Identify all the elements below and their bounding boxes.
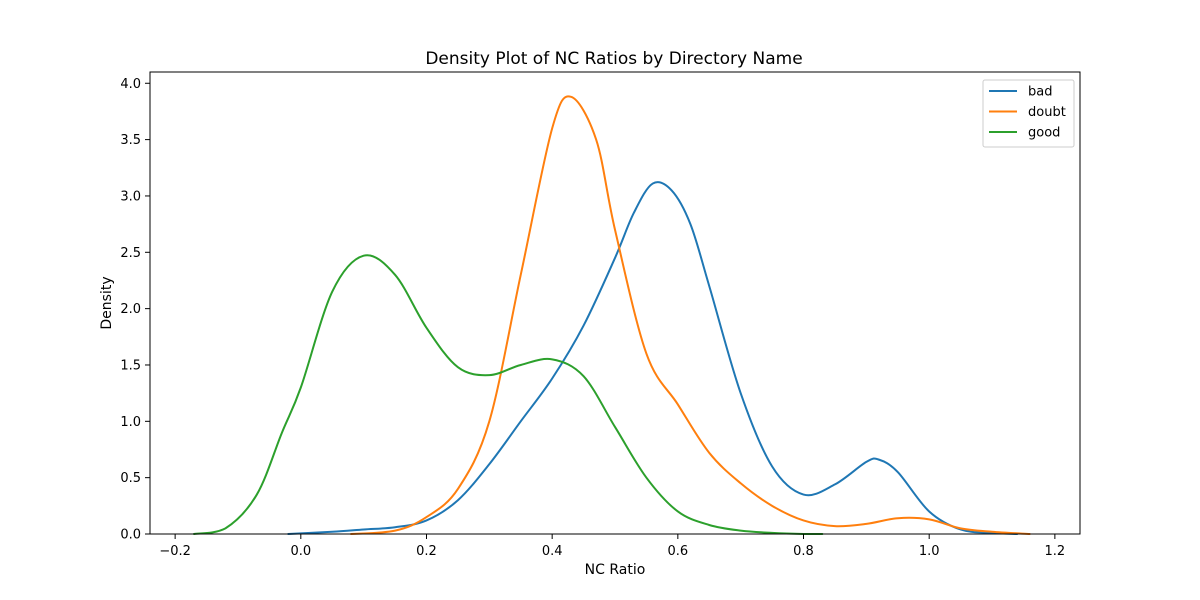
y-tick-label: 4.0: [120, 77, 141, 92]
x-tick-label: 0.2: [416, 544, 437, 559]
y-tick-label: 0.0: [120, 528, 141, 543]
x-tick-label: 0.8: [793, 544, 814, 559]
legend-label-good: good: [1028, 126, 1060, 141]
y-tick-label: 3.0: [120, 189, 141, 204]
x-tick-label: 1.2: [1045, 544, 1066, 559]
x-tick-label: 0.4: [542, 544, 563, 559]
plot-lines: [192, 95, 1031, 536]
y-tick-label: 3.5: [120, 133, 141, 148]
legend-label-bad: bad: [1028, 85, 1052, 100]
chart-title: Density Plot of NC Ratios by Directory N…: [425, 49, 802, 69]
x-axis-title: NC Ratio: [585, 562, 646, 578]
legend-box: [982, 79, 1075, 148]
plot-frame: [149, 71, 1081, 535]
y-tick-label: 0.5: [120, 471, 141, 486]
y-tick-label: 1.5: [120, 358, 141, 373]
x-axis: −0.2 0.0 0.2 0.4 0.6 0.8 1.0 1.2: [159, 534, 1065, 559]
series-line-good: [192, 254, 824, 536]
y-tick-label: 1.0: [120, 415, 141, 430]
y-tick-label: 2.5: [120, 246, 141, 261]
x-tick-label: 1.0: [919, 544, 940, 559]
legend-items: bad doubt good: [989, 85, 1066, 141]
y-tick-label: 2.0: [120, 302, 141, 317]
legend-label-doubt: doubt: [1028, 105, 1066, 120]
x-tick-label: −0.2: [159, 544, 191, 559]
legend: bad doubt good: [982, 79, 1075, 148]
x-tick-label: 0.6: [667, 544, 688, 559]
x-tick-label: 0.0: [290, 544, 311, 559]
y-axis: 0.0 0.5 1.0 1.5 2.0 2.5 3.0 3.5 4.0: [120, 77, 150, 543]
series-line-doubt: [350, 95, 1031, 535]
series-line-bad: [287, 181, 1019, 535]
y-axis-title: Density: [99, 276, 115, 329]
